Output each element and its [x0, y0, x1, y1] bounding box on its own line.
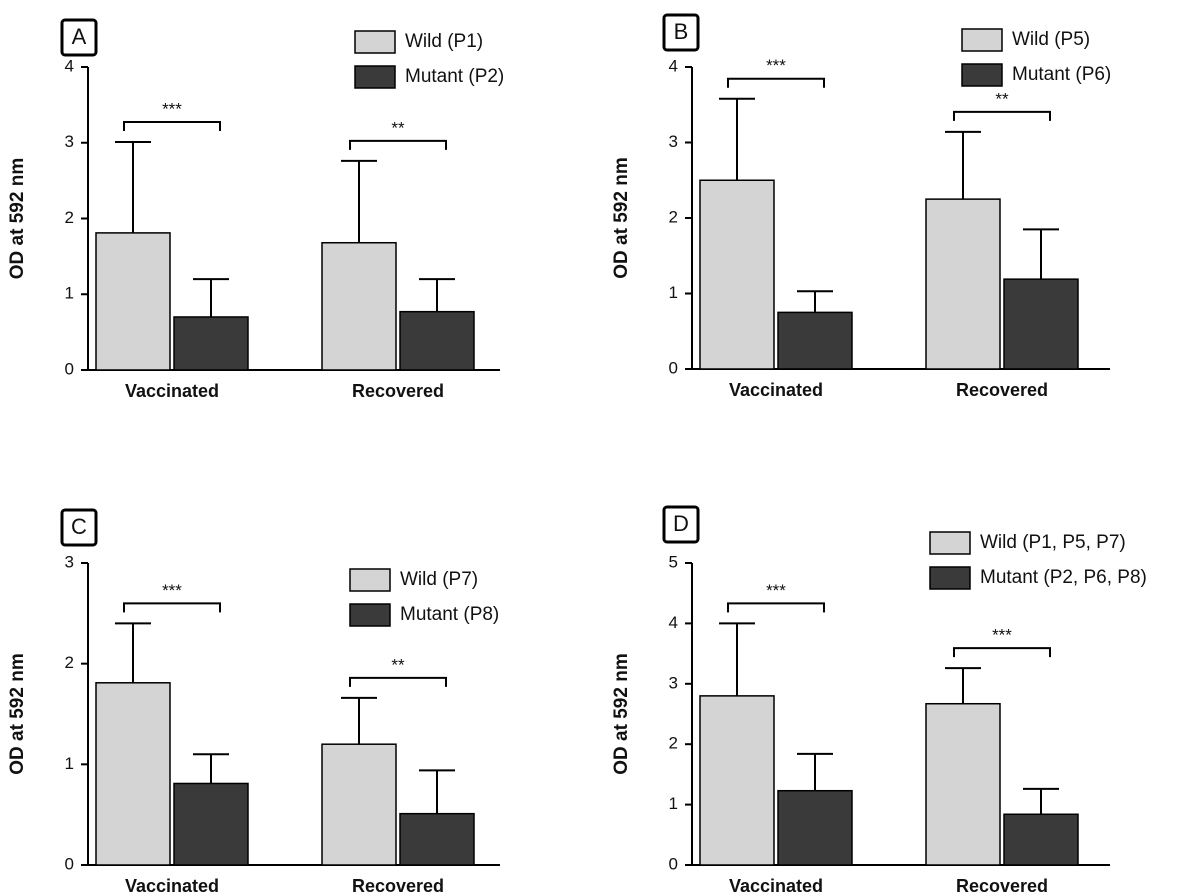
- significance-label: ***: [992, 626, 1012, 645]
- bar: [1003, 813, 1079, 866]
- y-tick-label: 2: [669, 207, 678, 226]
- bar: [95, 232, 171, 371]
- y-tick-label: 5: [669, 552, 678, 571]
- significance-bracket: [349, 676, 447, 687]
- x-tick-label: Vaccinated: [125, 876, 219, 895]
- legend-swatch: [354, 65, 396, 89]
- significance-label: ***: [162, 99, 182, 118]
- bar: [1003, 278, 1079, 370]
- bar: [925, 702, 1001, 866]
- y-tick-label: 4: [669, 56, 678, 75]
- bar: [699, 179, 775, 370]
- y-axis-label: OD at 592 nm: [611, 157, 632, 278]
- panel-label-box: [662, 13, 700, 52]
- legend-label: Wild (P7): [400, 569, 478, 590]
- y-tick-label: 0: [65, 854, 74, 873]
- legend-label: Mutant (P2, P6, P8): [980, 567, 1147, 588]
- legend-swatch: [929, 531, 971, 555]
- legend-swatch: [354, 30, 396, 54]
- panel-label: D: [673, 511, 689, 536]
- bar: [173, 316, 249, 371]
- legend-label: Wild (P1, P5, P7): [980, 532, 1126, 553]
- bar: [321, 241, 397, 371]
- bar: [321, 743, 397, 866]
- bar: [95, 682, 171, 866]
- x-tick-label: Vaccinated: [729, 876, 823, 895]
- y-tick-label: 4: [65, 56, 74, 75]
- bar: [699, 695, 775, 866]
- y-tick-label: 3: [65, 552, 74, 571]
- significance-bracket: [123, 602, 221, 613]
- y-tick-label: 0: [65, 359, 74, 378]
- legend-label: Mutant (P6): [1012, 64, 1111, 85]
- y-tick-label: 1: [669, 794, 678, 813]
- panel-label-box: [60, 18, 98, 57]
- legend-label: Wild (P5): [1012, 29, 1090, 50]
- y-tick-label: 2: [65, 208, 74, 227]
- y-tick-label: 1: [669, 283, 678, 302]
- y-tick-label: 3: [65, 132, 74, 151]
- x-tick-label: Recovered: [352, 876, 444, 895]
- y-axis-label: OD at 592 nm: [611, 653, 632, 774]
- bar: [399, 310, 475, 371]
- panel-label-box: [60, 508, 98, 547]
- y-tick-label: 3: [669, 132, 678, 151]
- significance-bracket: [727, 602, 825, 613]
- bar: [399, 812, 475, 866]
- legend-swatch: [961, 63, 1003, 87]
- y-tick-label: 2: [669, 734, 678, 753]
- panel-label: C: [71, 514, 87, 539]
- x-tick-label: Vaccinated: [125, 381, 219, 401]
- significance-bracket: [727, 77, 825, 88]
- y-tick-label: 4: [669, 613, 678, 632]
- significance-bracket: [349, 139, 447, 150]
- significance-label: ***: [766, 581, 786, 600]
- y-tick-label: 2: [65, 653, 74, 672]
- x-tick-label: Vaccinated: [729, 380, 823, 400]
- legend-label: Mutant (P8): [400, 604, 499, 625]
- significance-label: ***: [162, 581, 182, 600]
- legend-label: Mutant (P2): [405, 66, 504, 87]
- y-axis-label: OD at 592 nm: [7, 158, 28, 279]
- bar: [777, 311, 853, 370]
- y-tick-label: 3: [669, 673, 678, 692]
- significance-label: ***: [766, 56, 786, 75]
- significance-bracket: [123, 120, 221, 131]
- bar: [925, 198, 1001, 370]
- significance-bracket: [953, 110, 1051, 121]
- x-tick-label: Recovered: [352, 381, 444, 401]
- y-axis-label: OD at 592 nm: [7, 653, 28, 774]
- bar: [777, 789, 853, 866]
- panel-label: A: [72, 24, 87, 49]
- x-tick-label: Recovered: [956, 876, 1048, 895]
- y-tick-label: 1: [65, 284, 74, 303]
- significance-label: **: [391, 118, 405, 137]
- legend-label: Wild (P1): [405, 31, 483, 52]
- legend-swatch: [349, 603, 391, 627]
- panel-label: B: [674, 19, 689, 44]
- panel-label-box: [662, 505, 700, 544]
- legend-swatch: [929, 566, 971, 590]
- significance-label: **: [995, 89, 1009, 108]
- x-tick-label: Recovered: [956, 380, 1048, 400]
- significance-bracket: [953, 647, 1051, 658]
- significance-label: **: [391, 655, 405, 674]
- y-tick-label: 0: [669, 854, 678, 873]
- legend-swatch: [961, 28, 1003, 52]
- y-tick-label: 1: [65, 754, 74, 773]
- y-tick-label: 0: [669, 358, 678, 377]
- legend-swatch: [349, 568, 391, 592]
- bar: [173, 782, 249, 866]
